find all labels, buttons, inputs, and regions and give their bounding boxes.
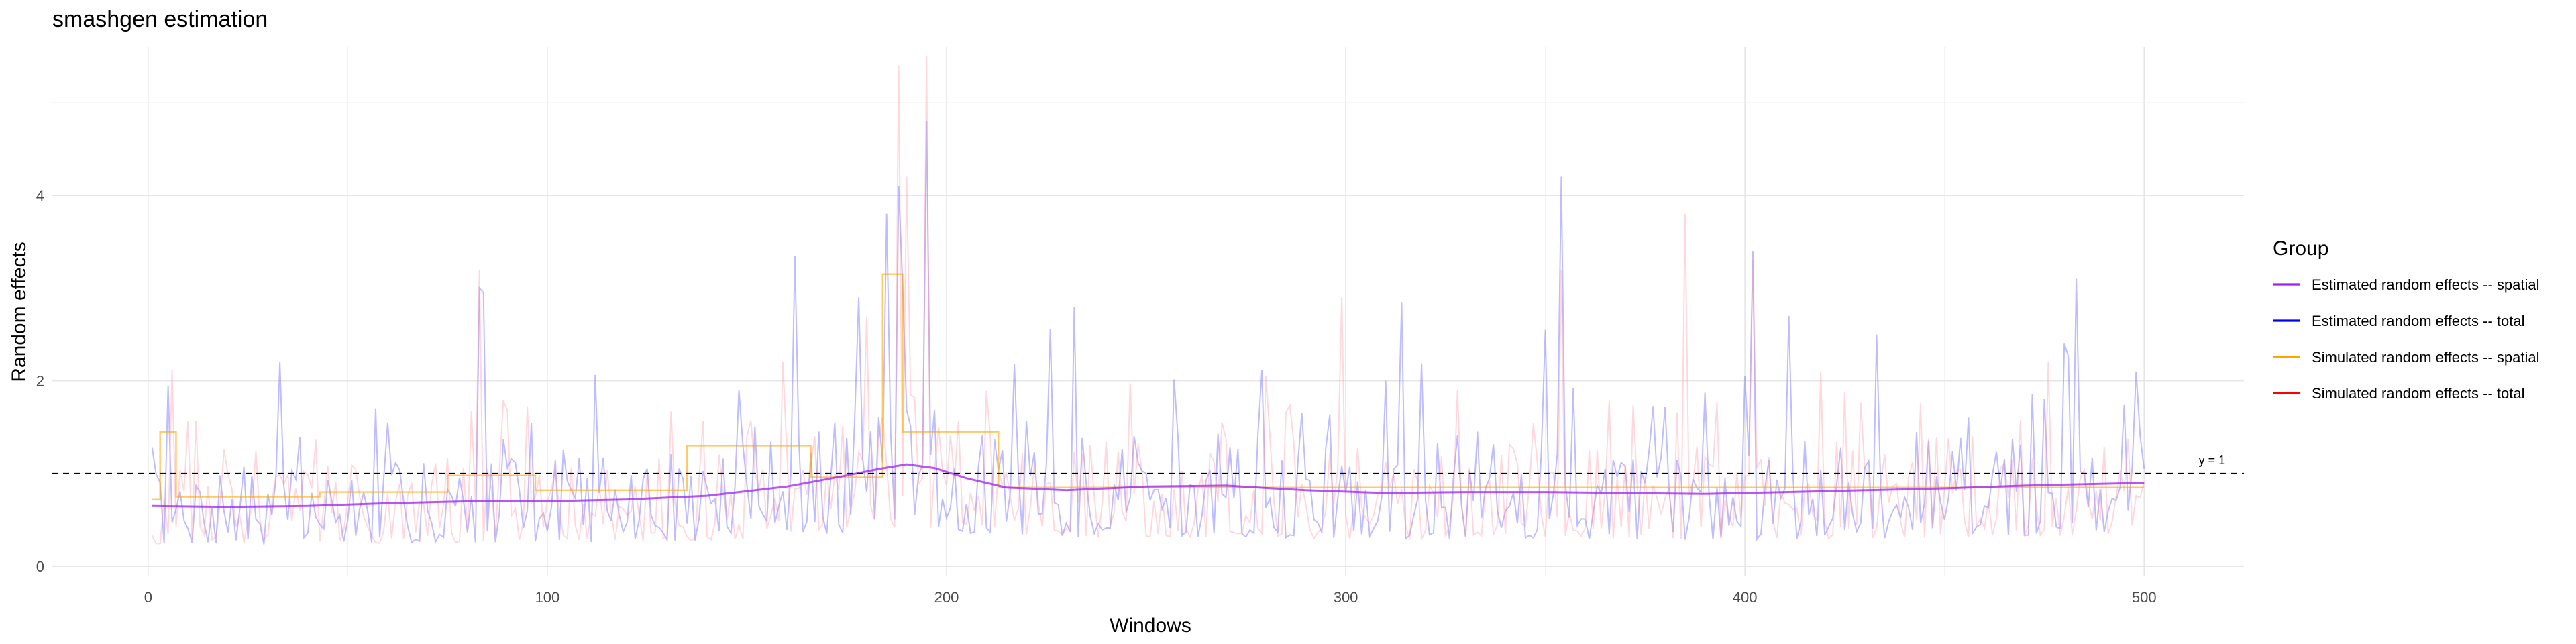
legend-title: Group xyxy=(2273,237,2328,260)
series-layer xyxy=(151,56,2145,545)
y-tick-label: 2 xyxy=(36,373,44,390)
legend-label: Simulated random effects -- total xyxy=(2312,385,2525,402)
x-tick-label: 0 xyxy=(144,589,152,606)
x-axis-title: Windows xyxy=(1110,614,1191,637)
legend-label: Estimated random effects -- spatial xyxy=(2312,276,2540,293)
y-axis-ticks: 0 2 4 xyxy=(36,187,44,575)
legend: Group Estimated random effects -- spatia… xyxy=(2273,237,2540,402)
x-tick-label: 100 xyxy=(535,589,560,606)
chart-title: smashgen estimation xyxy=(52,7,268,32)
grid xyxy=(52,47,2244,576)
x-axis-ticks: 0 100 200 300 400 500 xyxy=(144,589,2157,606)
y-tick-label: 0 xyxy=(36,558,44,575)
legend-label: Estimated random effects -- total xyxy=(2312,313,2525,329)
legend-label: Simulated random effects -- spatial xyxy=(2312,349,2540,366)
series-simulated-random-effects-total xyxy=(151,56,2145,545)
y-axis-title: Random effects xyxy=(8,241,30,382)
x-tick-label: 400 xyxy=(1733,589,1758,606)
series-simulated-random-effects-spatial xyxy=(152,273,2145,500)
x-tick-label: 200 xyxy=(934,589,959,606)
x-tick-label: 300 xyxy=(1334,589,1358,606)
series-estimated-random-effects-spatial xyxy=(152,463,2145,508)
series-estimated-random-effects-total xyxy=(151,121,2145,545)
reference-line-label: y = 1 xyxy=(2199,453,2226,467)
x-tick-label: 500 xyxy=(2132,589,2157,606)
y-tick-label: 4 xyxy=(36,187,44,204)
